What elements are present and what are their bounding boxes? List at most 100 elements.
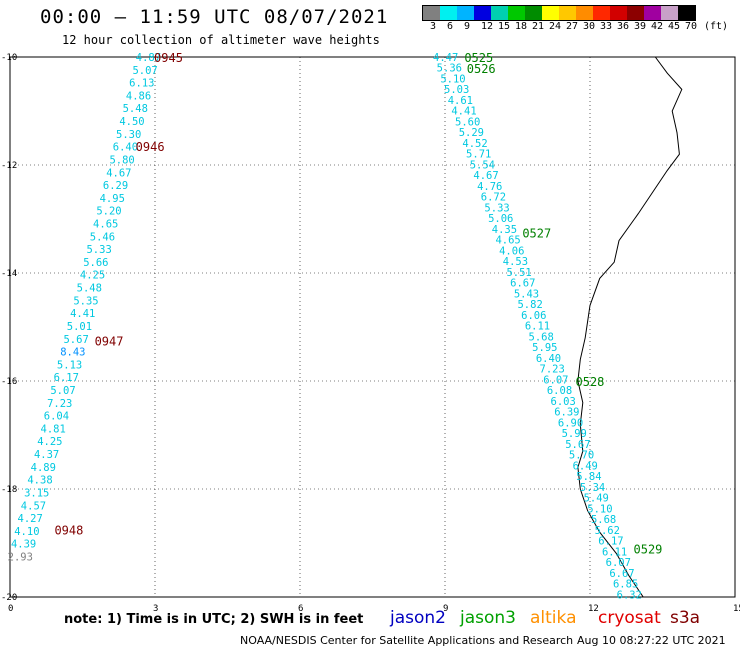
wave-height-label: 4.39 [11, 539, 36, 551]
wave-height-label: 5.51 [506, 267, 531, 279]
wave-height-label: 5.29 [459, 127, 484, 139]
wave-height-label: 4.41 [451, 106, 476, 118]
wave-height-label: 6.17 [598, 536, 623, 548]
pass-time-label: 0527 [522, 227, 551, 241]
color-swatch [593, 6, 610, 20]
wave-height-label: 5.84 [576, 471, 601, 483]
pass-time-label: 0948 [54, 524, 83, 538]
wave-height-label: 5.60 [455, 116, 480, 128]
wave-height-label: 5.20 [96, 206, 121, 218]
color-scale-label: 27 [566, 21, 579, 32]
wave-height-label: 5.03 [444, 84, 469, 96]
wave-height-label: 4.95 [100, 193, 125, 205]
satellite-legend-s3a: s3a [670, 608, 701, 628]
color-swatch [559, 6, 576, 20]
wave-height-label: 6.39 [554, 407, 579, 419]
wave-height-label: 6.08 [547, 385, 572, 397]
wave-height-label: 5.07 [132, 65, 157, 77]
color-scale-label: 30 [583, 21, 596, 32]
wave-height-label: 5.48 [123, 103, 148, 115]
wave-height-label: 6.40 [113, 142, 138, 154]
wave-height-label: 4.87 [136, 52, 161, 64]
wave-height-label: 4.37 [34, 449, 59, 461]
wave-height-label: 4.76 [477, 181, 502, 193]
wave-height-label: 6.06 [521, 310, 546, 322]
wave-height-label: 5.54 [470, 159, 495, 171]
wave-height-label: 6.11 [525, 321, 550, 333]
wave-height-label: 5.82 [517, 299, 542, 311]
satellite-legend-jason3: jason3 [460, 608, 516, 628]
wave-height-label: 5.33 [86, 244, 111, 256]
wave-height-label: 4.10 [14, 526, 39, 538]
pass-time-label: 0528 [576, 375, 605, 389]
wave-height-label: 5.70 [569, 450, 594, 462]
color-swatch [644, 6, 661, 20]
wave-height-label: 5.71 [466, 149, 491, 161]
wave-height-label: 6.07 [543, 374, 568, 386]
wave-height-label: 3.15 [24, 487, 49, 499]
pass-time-label: 0945 [154, 51, 183, 65]
wave-height-label: 2.93 [8, 552, 33, 564]
color-swatch [423, 6, 440, 20]
wave-height-label: 4.67 [106, 167, 131, 179]
y-tick-label: -16 [1, 377, 17, 387]
color-scale-label: 42 [651, 21, 664, 32]
wave-height-label: 6.67 [609, 568, 634, 580]
wave-height-label: 5.07 [50, 385, 75, 397]
wave-height-label: 5.66 [83, 257, 108, 269]
pass-time-label: 0529 [634, 542, 663, 556]
wave-height-label: 6.32 [617, 589, 642, 601]
wave-height-label: 5.95 [532, 342, 557, 354]
pass-time-label: 0525 [464, 51, 493, 65]
coastline [577, 56, 683, 598]
color-scale-label: 39 [634, 21, 647, 32]
wave-height-label: 5.01 [67, 321, 92, 333]
wave-height-label: 6.03 [551, 396, 576, 408]
color-swatch [678, 6, 695, 20]
color-scale-bar [422, 5, 696, 21]
color-scale-label: 36 [617, 21, 630, 32]
wave-height-label: 5.62 [595, 525, 620, 537]
plot-frame [9, 56, 736, 598]
wave-height-label: 5.68 [529, 331, 554, 343]
color-scale-label: 15 [498, 21, 511, 32]
wave-height-label: 5.49 [584, 493, 609, 505]
y-tick-label: -12 [1, 161, 17, 171]
color-swatch [457, 6, 474, 20]
wave-height-label: 5.35 [73, 295, 98, 307]
color-scale-label: 70 [685, 21, 698, 32]
wave-height-label: 5.10 [440, 73, 465, 85]
color-swatch [491, 6, 508, 20]
footer-credit: NOAA/NESDIS Center for Satellite Applica… [240, 634, 574, 647]
pass-time-label: 0946 [136, 140, 165, 154]
x-tick-label: 12 [588, 604, 599, 614]
color-scale-label: 6 [447, 21, 454, 32]
color-swatch [576, 6, 593, 20]
map-subtitle: 12 hour collection of altimeter wave hei… [62, 33, 380, 47]
footer-timestamp: Aug 10 08:27:22 UTC 2021 [577, 634, 726, 647]
wave-height-label: 6.13 [129, 78, 154, 90]
wave-height-label: 5.46 [90, 231, 115, 243]
wave-height-label: 4.38 [27, 475, 52, 487]
wave-height-label: 5.13 [57, 359, 82, 371]
wave-height-label: 4.35 [492, 224, 517, 236]
wave-height-label: 4.25 [37, 436, 62, 448]
wave-height-label: 6.49 [573, 460, 598, 472]
wave-height-label: 5.33 [484, 202, 509, 214]
wave-height-label: 4.81 [41, 423, 66, 435]
y-tick-label: -10 [1, 53, 17, 63]
wave-height-label: 4.52 [462, 138, 487, 150]
wave-height-label: 4.86 [126, 90, 151, 102]
wave-height-label: 8.43 [60, 347, 85, 359]
wave-height-label: 4.65 [495, 235, 520, 247]
note-text: note: 1) Time is in UTC; 2) SWH is in fe… [64, 612, 364, 627]
wave-height-label: 4.50 [119, 116, 144, 128]
wave-height-label: 4.47 [433, 52, 458, 64]
color-scale-label: 21 [532, 21, 545, 32]
wave-height-label: 6.17 [54, 372, 79, 384]
wave-height-label: 4.25 [80, 270, 105, 282]
map-title: 00:00 – 11:59 UTC 08/07/2021 [40, 6, 389, 28]
wave-height-label: 6.90 [558, 417, 583, 429]
wave-height-label: 5.67 [565, 439, 590, 451]
